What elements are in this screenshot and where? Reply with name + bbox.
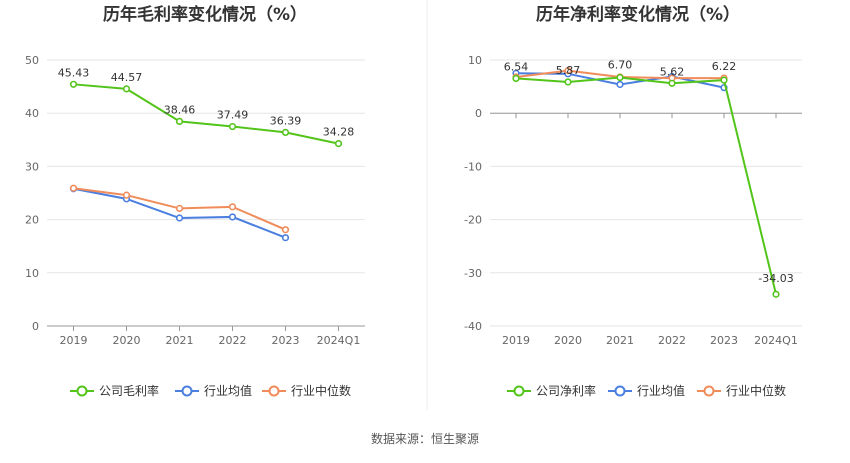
x-tick-label: 2019 [60, 334, 88, 347]
legend-swatch-marker [76, 385, 88, 397]
x-tick-label: 2019 [502, 334, 530, 347]
data-label: 6.70 [608, 59, 633, 72]
legend-item: 行业均值 [175, 383, 252, 398]
y-tick-label: 0 [475, 107, 482, 120]
data-label: 5.62 [660, 65, 685, 78]
data-label: 36.39 [270, 114, 302, 127]
data-point [175, 117, 184, 125]
y-tick-label: -20 [464, 214, 482, 227]
data-point [175, 204, 184, 213]
data-label: 45.43 [58, 66, 90, 79]
data-point [281, 226, 290, 234]
legend-label: 行业均值 [204, 383, 252, 398]
data-point [281, 128, 290, 137]
data-point [228, 122, 237, 131]
x-tick-label: 2021 [606, 334, 634, 347]
series-line [73, 83, 339, 145]
legend-label: 行业中位数 [291, 383, 351, 398]
data-point [281, 234, 290, 242]
legend-label: 行业均值 [637, 383, 685, 398]
data-point [720, 76, 728, 84]
data-label: -34.03 [758, 272, 793, 285]
x-tick-label: 2022 [658, 334, 686, 347]
data-point [616, 80, 624, 89]
legend-swatch-marker [614, 385, 626, 397]
legend-swatch-marker [703, 385, 715, 397]
x-tick-label: 2021 [166, 334, 194, 347]
legend-item: 公司净利率 [507, 383, 596, 398]
data-point [564, 67, 572, 75]
data-label: 38.46 [164, 103, 196, 116]
legend-item: 公司毛利率 [70, 383, 159, 398]
legend-label: 行业中位数 [726, 383, 786, 398]
data-point [512, 74, 520, 83]
x-tick-label: 2020 [113, 334, 141, 347]
chart-panel: 历年毛利率变化情况（%） 0 10 20 30 40 50 2019 2020 2021 2022 2… [25, 4, 365, 398]
data-point [175, 214, 184, 222]
data-point [122, 191, 131, 199]
legend-item: 行业均值 [608, 383, 685, 398]
x-tick-label: 2024Q1 [754, 334, 798, 347]
y-tick-label: -30 [464, 267, 482, 280]
x-tick-label: 2024Q1 [317, 334, 361, 347]
data-label: 37.49 [217, 109, 249, 122]
x-tick-label: 2020 [554, 334, 582, 347]
y-tick-label: 0 [32, 320, 39, 333]
x-tick-label: 2023 [272, 334, 300, 347]
legend-swatch-marker [268, 385, 280, 397]
series-line [73, 187, 286, 239]
legend-label: 公司净利率 [536, 383, 596, 398]
data-label: 6.22 [712, 60, 737, 73]
data-point [228, 213, 237, 221]
y-tick-label: -10 [464, 160, 482, 173]
y-tick-label: 40 [25, 107, 39, 120]
data-point [564, 78, 572, 86]
y-tick-label: 30 [25, 160, 39, 173]
x-tick-label: 2023 [710, 334, 738, 347]
data-label: 34.28 [323, 126, 355, 139]
data-point [616, 73, 624, 82]
legend-item: 行业中位数 [262, 383, 351, 398]
data-point [69, 80, 78, 88]
y-tick-label: 10 [25, 267, 39, 280]
y-tick-label: 50 [25, 54, 39, 67]
data-point [334, 140, 343, 148]
legend-swatch-marker [181, 385, 193, 397]
x-tick-label: 2022 [219, 334, 247, 347]
data-source-label: 数据来源：恒生聚源 [370, 432, 479, 446]
data-label: 6.54 [504, 60, 529, 73]
y-tick-label: -40 [464, 320, 482, 333]
legend-item: 行业中位数 [697, 383, 786, 398]
data-point [228, 203, 237, 211]
data-point [69, 184, 78, 192]
chart-title: 历年毛利率变化情况（%） [103, 4, 307, 25]
data-label: 44.57 [111, 71, 143, 84]
y-tick-label: 10 [468, 54, 482, 67]
data-point [122, 85, 131, 93]
data-point [668, 79, 676, 87]
legend-label: 公司毛利率 [99, 383, 159, 398]
series-line [515, 76, 777, 295]
data-label: 5.87 [556, 64, 581, 77]
y-tick-label: 20 [25, 214, 39, 227]
chart-panel: 历年净利率变化情况（%） -40 -30 -20 -10 0 10 2019 2020 2021 2… [464, 4, 802, 398]
chart-title: 历年净利率变化情况（%） [536, 4, 740, 25]
legend-swatch-marker [513, 385, 525, 397]
data-point [772, 290, 780, 298]
